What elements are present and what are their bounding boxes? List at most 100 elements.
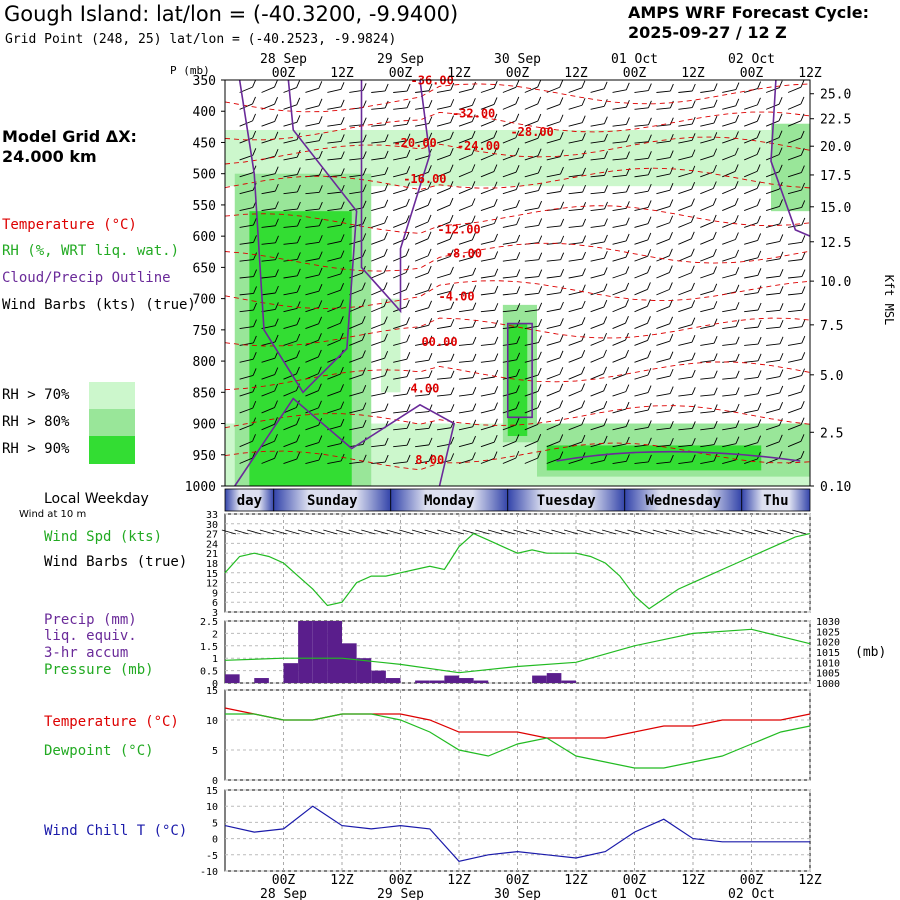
wind-barb [261,259,276,262]
wind-barb [327,106,342,110]
wind-barb-flag [625,315,629,324]
bottom-date-label: 30 Sep [494,887,541,900]
wind-barb [327,257,342,262]
wind-barb-flag [734,164,739,172]
wind-barb-flag [757,285,762,293]
surface-wind-barb [678,529,693,535]
wind-barb-flag [340,234,345,242]
wind-barb [722,394,737,397]
wind-barb-flag [406,369,411,377]
wind-barb [787,440,802,448]
wind-barb-flag [516,303,521,311]
temperature-label: Temperature (°C) [44,714,179,730]
surface-wind-barb [538,529,553,535]
wind-barb-flag [603,251,608,259]
pressure-tick-label: 950 [193,449,216,464]
wind-barb [283,424,297,431]
wind-barb-flag [560,184,564,192]
wind-barb-flag [582,251,586,260]
wind-barb [700,138,714,144]
surface-wind-barb [449,529,465,535]
bottom-hour-label: 00Z [389,873,413,888]
wind-barb-flag [800,96,805,105]
wind-barb-flag [252,79,256,88]
wind-barb [327,373,341,380]
wind-barb [239,407,253,414]
wind-barb [700,411,715,414]
wind-barb-flag [472,285,477,293]
precip-label: Precip (mm) [44,612,137,628]
wind-barb-flag [559,434,564,442]
wind-barb-flag [690,248,695,256]
wind-barb [349,374,363,380]
wind-barb-flag [383,316,388,324]
wind-barb-flag [493,80,498,89]
wind-barb [458,121,473,127]
wind-barb [787,424,802,431]
wind-barb [415,376,430,380]
wind-barb [414,307,429,313]
wind-barb [436,238,451,245]
wind-barb-flag [582,218,587,227]
temperature-contour-label: 8.00 [415,453,444,467]
wind-barb-flag [713,164,717,173]
wind-barb [765,171,780,178]
cross-section-frame [224,79,811,487]
wind-barb [568,356,582,363]
wind-barb [436,138,451,144]
wind-barb-flag [779,418,783,426]
wind-barb-flag [734,181,739,189]
wind-barb [327,339,341,346]
wind-barb [415,106,430,110]
cloud-outline [238,79,358,394]
wind-barb-flag [275,252,279,260]
wind-barb-flag [318,235,323,243]
wind-barb-flag [801,352,806,360]
wind-barb-flag [493,130,498,138]
wind-barb [634,340,648,346]
wind-barb-flag [669,100,674,109]
wind-barb-flag [516,368,520,377]
wind-barb [546,259,561,262]
wind-barb [634,107,649,110]
wind-barb-flag [450,353,455,361]
wind-barb-flag [603,435,608,444]
wind-barb-flag [318,98,323,106]
wind-barb-flag [472,419,477,428]
wind-barb [480,154,495,161]
temperature-contour-label: -4.00 [439,289,475,303]
wind-barb-flag [515,450,520,459]
wind-barb [612,124,627,127]
wind-barb [612,106,627,110]
wind-barb [744,326,759,330]
wind-barb [458,291,473,296]
wind-barb [766,359,781,363]
wind-barb-flag [757,268,762,276]
wind-barb-flag [712,231,717,240]
wind-barb [502,103,516,110]
wind-barb [371,323,385,330]
wind-barb [656,140,671,144]
wind-barb [327,306,341,313]
wind-barb-flag [626,151,630,159]
wind-barb-flag [406,334,411,342]
wind-barb-flag [691,317,696,325]
wind-barb [656,444,671,448]
top-hour-label: 00Z [506,66,530,81]
wind-barb [568,104,583,110]
bottom-hour-label: 12Z [681,873,705,888]
wind-barb [700,360,715,363]
wind-barb-flag [713,335,718,344]
wind-barb-flag [647,333,651,341]
wind-barb [393,341,407,346]
wind-barb [502,309,517,313]
wind-barb-flag [493,198,498,207]
wind-barb [261,374,275,380]
wind-barb [436,171,451,178]
wind-barb-flag [296,366,300,375]
surface-wind-barb [728,529,743,535]
wind-barb [327,322,341,330]
wind-barb-flag [560,285,564,293]
wind-barb [458,104,473,110]
wind-barb [744,442,758,448]
